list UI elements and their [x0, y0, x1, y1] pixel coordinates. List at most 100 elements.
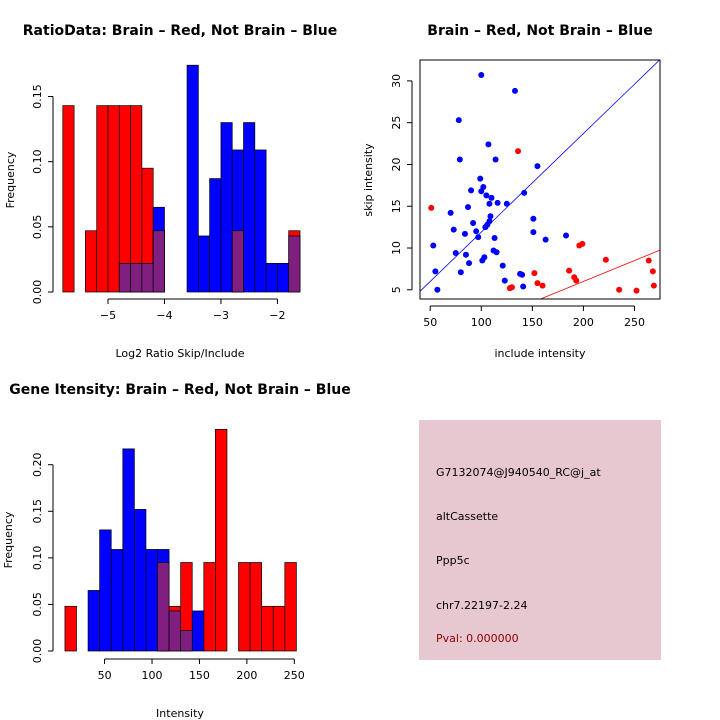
x-tick-label: 150 [189, 669, 210, 682]
probe-id: G7132074@J940540_RC@j_at [436, 466, 601, 479]
not-brain-point [488, 194, 495, 201]
brain-fit-line [539, 249, 660, 299]
brain-point [531, 270, 538, 277]
not-brain-point [493, 249, 500, 256]
not-brain-point [486, 200, 493, 207]
brain-point [508, 284, 515, 291]
overlap-histogram-bar [288, 235, 301, 293]
y-tick-label: 5 [390, 286, 403, 293]
not-brain-histogram-bar [191, 610, 205, 652]
brain-histogram-bar [107, 105, 120, 293]
not-brain-point [521, 189, 528, 196]
intensity-scatter: Brain – Red, Not Brain – Blue 50 100 150 20… [362, 23, 661, 360]
brain-point [650, 282, 657, 289]
scatter-fit-lines [420, 60, 660, 299]
not-brain-point [519, 271, 526, 278]
intensity-histogram-bars [64, 428, 297, 652]
overlap-histogram-bar [118, 262, 131, 293]
y-tick-label: 0.20 [31, 452, 44, 477]
brain-point [579, 240, 586, 247]
y-tick-label: 0.05 [31, 592, 44, 617]
not-brain-histogram-bar [145, 549, 158, 652]
not-brain-point [455, 117, 462, 124]
intensity-histogram-y-axis: 0.00 0.05 0.10 0.15 0.20 [31, 452, 54, 664]
event-type: altCassette [436, 510, 498, 523]
scatter-xlabel: include intensity [494, 347, 586, 360]
intensity-histogram-ylabel: Frequency [2, 511, 15, 568]
scatter-title: Brain – Red, Not Brain – Blue [427, 23, 652, 39]
not-brain-point [511, 87, 518, 94]
x-tick-label: −4 [156, 309, 172, 322]
not-brain-fit-line [420, 60, 660, 292]
not-brain-point [452, 250, 459, 257]
not-brain-point [530, 215, 537, 222]
brain-histogram-bar [62, 105, 75, 293]
y-tick-label: 0.15 [31, 499, 44, 523]
not-brain-point [492, 156, 499, 163]
x-tick-label: 250 [624, 316, 645, 329]
not-brain-point [432, 268, 439, 275]
not-brain-histogram-bar [186, 64, 199, 293]
not-brain-point [457, 269, 464, 276]
x-tick-label: 100 [471, 316, 492, 329]
ratio-histogram-title: RatioData: Brain – Red, Not Brain – Blue [23, 23, 337, 39]
not-brain-histogram-bar [99, 529, 112, 652]
not-brain-histogram-bar [87, 590, 101, 652]
intensity-histogram-title: Gene Itensity: Brain – Red, Not Brain – … [9, 382, 351, 398]
intensity-histogram-x-axis: 50 100 150 200 250 [98, 658, 305, 682]
not-brain-point [483, 192, 490, 199]
y-tick-label: 20 [390, 157, 403, 171]
brain-point [633, 287, 640, 294]
not-brain-point [480, 184, 487, 191]
not-brain-point [530, 229, 537, 236]
not-brain-point [468, 187, 475, 194]
not-brain-point [466, 260, 473, 267]
y-tick-label: 0.00 [31, 280, 44, 305]
not-brain-point [494, 199, 501, 206]
not-brain-histogram-bar [243, 122, 256, 293]
not-brain-histogram-bar [265, 262, 278, 293]
not-brain-point [563, 232, 570, 239]
x-tick-label: −5 [100, 309, 116, 322]
brain-point [616, 286, 623, 293]
ratio-histogram-bars [62, 64, 301, 293]
x-tick-label: 250 [284, 669, 305, 682]
not-brain-point [520, 283, 527, 290]
overlap-histogram-bar [231, 230, 244, 293]
x-tick-label: 150 [522, 316, 543, 329]
y-tick-label: 0.00 [31, 639, 44, 664]
ratio-histogram-xlabel: Log2 Ratio Skip/Include [115, 347, 244, 360]
x-tick-label: 200 [236, 669, 257, 682]
scatter-ylabel: skip intensity [362, 143, 375, 217]
not-brain-point [447, 209, 454, 216]
not-brain-histogram-bar [198, 235, 210, 293]
brain-point [515, 148, 522, 155]
brain-histogram-bar [249, 562, 263, 652]
not-brain-point [465, 204, 471, 211]
x-tick-label: 50 [423, 316, 437, 329]
scatter-y-axis: 5 10 15 20 25 30 [390, 74, 413, 293]
x-tick-label: 200 [573, 316, 594, 329]
y-tick-label: 15 [390, 199, 403, 213]
scatter-x-axis: 50 100 150 200 250 [423, 305, 645, 329]
not-brain-point [477, 175, 484, 182]
not-brain-point [542, 236, 549, 243]
ratio-histogram: RatioData: Brain – Red, Not Brain – Blue… [4, 23, 337, 360]
brain-histogram-bar [272, 605, 286, 652]
brain-point [649, 268, 656, 275]
not-brain-point [434, 286, 441, 293]
p-value: Pval: 0.000000 [436, 632, 519, 645]
brain-histogram-bar [261, 605, 274, 652]
y-tick-label: 0.15 [31, 84, 44, 109]
y-tick-label: 25 [390, 116, 403, 130]
overlap-histogram-bar [141, 262, 154, 293]
x-tick-label: −2 [269, 309, 285, 322]
brain-point [534, 280, 541, 287]
not-brain-point [430, 242, 437, 249]
brain-point [566, 267, 573, 274]
not-brain-point [487, 213, 494, 220]
y-tick-label: 0.05 [31, 215, 44, 240]
genomic-location: chr7.22197-2.24 [436, 599, 528, 612]
not-brain-point [461, 230, 468, 237]
